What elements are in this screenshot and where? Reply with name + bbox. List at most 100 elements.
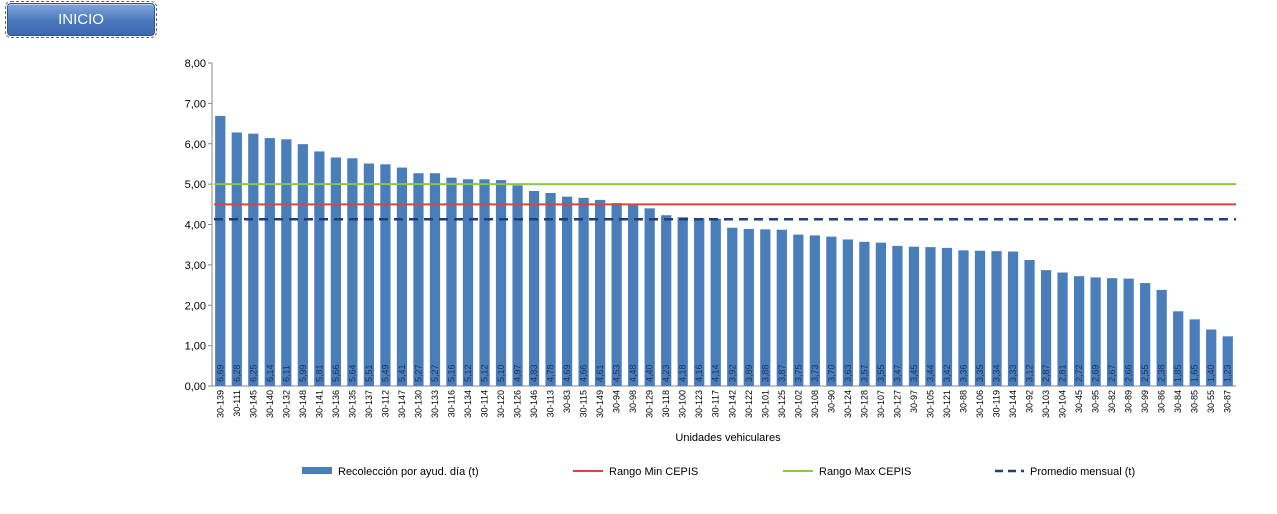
bar-data-label: 4,40: [645, 364, 655, 382]
bar-data-label: 3,36: [958, 364, 968, 382]
bar-data-label: 2,67: [1107, 364, 1117, 382]
bar: [314, 151, 325, 386]
bar-data-label: 5,51: [364, 364, 374, 382]
bar-data-label: 3,42: [942, 364, 952, 382]
x-category-label: 30-134: [463, 390, 473, 418]
x-category-label: 30-147: [397, 390, 407, 418]
bar: [1156, 289, 1167, 386]
x-category-label: 30-106: [975, 390, 985, 418]
x-category-label: 30-116: [446, 390, 456, 417]
bar-data-label: 3,92: [727, 364, 737, 382]
bar: [413, 173, 424, 386]
bar-data-label: 5,10: [496, 364, 506, 382]
inicio-button[interactable]: INICIO: [5, 1, 157, 38]
bar: [528, 190, 540, 386]
x-category-label: 30-97: [909, 390, 919, 413]
x-category-label: 30-136: [331, 390, 341, 418]
legend-label: Promedio mensual (t): [1030, 466, 1135, 478]
bar-data-label: 2,87: [1041, 364, 1051, 382]
x-category-label: 30-117: [711, 390, 721, 417]
bar-data-label: 3,57: [859, 364, 869, 382]
bar-data-label: 3,88: [760, 364, 770, 382]
bar: [793, 234, 804, 386]
x-category-label: 30-115: [579, 390, 589, 417]
bar-data-label: 6,28: [232, 364, 242, 382]
bar: [215, 115, 226, 387]
x-category-label: 30-98: [628, 390, 638, 413]
bar-data-label: 3,12: [1025, 364, 1035, 382]
bar-data-label: 6,11: [281, 365, 291, 382]
y-tick-label: 2,00: [185, 300, 206, 312]
x-category-label: 30-102: [793, 390, 803, 418]
legend-label: Rango Max CEPIS: [819, 466, 911, 478]
reference-lines: [214, 183, 1236, 221]
x-category-label: 30-89: [1124, 390, 1134, 413]
bar-data-label: 3,47: [892, 364, 902, 382]
bar: [1090, 277, 1101, 386]
x-category-label: 30-103: [1041, 390, 1051, 418]
bar-data-label: 4,97: [513, 364, 523, 382]
x-category-label: 30-145: [248, 390, 258, 418]
x-category-label: 30-142: [727, 390, 737, 418]
bar: [297, 144, 308, 386]
bar-data-label: 5,49: [380, 364, 390, 382]
bar-data-label: 5,99: [298, 364, 308, 382]
bar: [1024, 260, 1035, 386]
bar: [1189, 319, 1200, 386]
bar-data-label: 6,14: [265, 364, 275, 382]
x-category-label: 30-128: [859, 390, 869, 418]
legend-symbol: [302, 467, 332, 474]
x-category-label: 30-113: [546, 390, 556, 417]
x-category-label: 30-45: [1074, 390, 1084, 413]
bar-data-label: 3,63: [843, 364, 853, 382]
bar-data-label: 3,73: [810, 364, 820, 382]
x-category-label: 30-90: [826, 390, 836, 413]
x-category-label: 30-108: [810, 390, 820, 418]
x-category-label: 30-105: [925, 390, 935, 418]
bar-data-label: 5,12: [480, 364, 490, 382]
x-category-label: 30-121: [942, 390, 952, 418]
y-tick-label: 8,00: [185, 58, 206, 70]
bar-data-label: 4,48: [628, 364, 638, 382]
bar: [1206, 329, 1217, 386]
x-category-label: 30-84: [1173, 390, 1183, 413]
x-category-label: 30-112: [380, 390, 390, 417]
bar: [760, 229, 771, 386]
x-category-label: 30-99: [1140, 390, 1150, 413]
x-category-label: 30-122: [744, 390, 754, 418]
bar-data-label: 3,34: [992, 364, 1002, 382]
bar: [561, 196, 573, 386]
y-tick-label: 7,00: [185, 98, 206, 110]
bar: [248, 133, 259, 386]
bar-data-label: 6,69: [215, 364, 225, 382]
x-category-label: 30-130: [413, 390, 423, 418]
bar-data-label: 4,16: [694, 364, 704, 382]
x-category-label: 30-133: [430, 390, 440, 418]
bar-data-label: 4,83: [529, 364, 539, 382]
x-category-label: 30-120: [496, 390, 506, 418]
bar: [1173, 311, 1184, 386]
category-labels: 30-139 30-111 30-145 30-140 30-132 30-148 30-1…: [215, 390, 1232, 418]
x-axis-title: Unidades vehiculares: [675, 432, 781, 444]
bar-data-label: 2,69: [1091, 364, 1101, 382]
bar: [694, 218, 705, 386]
bar: [958, 250, 969, 386]
x-category-label: 30-129: [645, 390, 655, 418]
bar: [611, 203, 622, 386]
bar: [677, 217, 688, 386]
bar: [578, 197, 589, 386]
y-tick-label: 1,00: [185, 341, 206, 353]
bar-data-label: 3,55: [876, 364, 886, 382]
bar: [991, 251, 1002, 386]
legend-label: Recolección por ayud. día (t): [338, 466, 479, 478]
bar: [446, 177, 457, 386]
bar-data-label: 5,27: [413, 364, 423, 382]
bar-data-label: 5,12: [463, 364, 473, 382]
x-category-label: 30-124: [843, 390, 853, 418]
x-category-label: 30-126: [513, 390, 523, 418]
bar: [875, 242, 887, 386]
x-category-label: 30-83: [562, 390, 572, 413]
bar-data-label: 5,64: [347, 364, 357, 382]
bar-data-label: 4,69: [562, 364, 572, 382]
bar: [281, 139, 292, 386]
